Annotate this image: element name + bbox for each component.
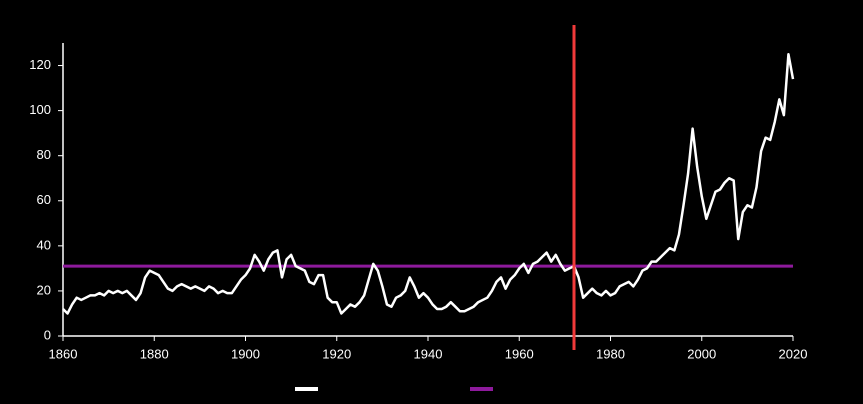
x-tick-label: 1980 (596, 346, 625, 361)
x-tick-label: 1920 (322, 346, 351, 361)
x-tick-label: 1860 (49, 346, 78, 361)
x-tick-label: 2000 (687, 346, 716, 361)
data-line (62, 53, 795, 315)
y-tick-label: 80 (37, 147, 51, 162)
x-tick-label: 1960 (505, 346, 534, 361)
y-tick-label: 0 (44, 327, 51, 342)
x-tick-label: 2020 (779, 346, 808, 361)
y-tick-label: 40 (37, 237, 51, 252)
y-tick-label: 60 (37, 192, 51, 207)
y-tick-label: 20 (37, 282, 51, 297)
x-tick-label: 1940 (414, 346, 443, 361)
legend-swatch (295, 387, 318, 391)
y-tick-label: 120 (29, 57, 51, 72)
x-tick-label: 1880 (140, 346, 169, 361)
legend-swatch (470, 387, 493, 391)
y-tick-label: 100 (29, 102, 51, 117)
x-tick-label: 1900 (231, 346, 260, 361)
